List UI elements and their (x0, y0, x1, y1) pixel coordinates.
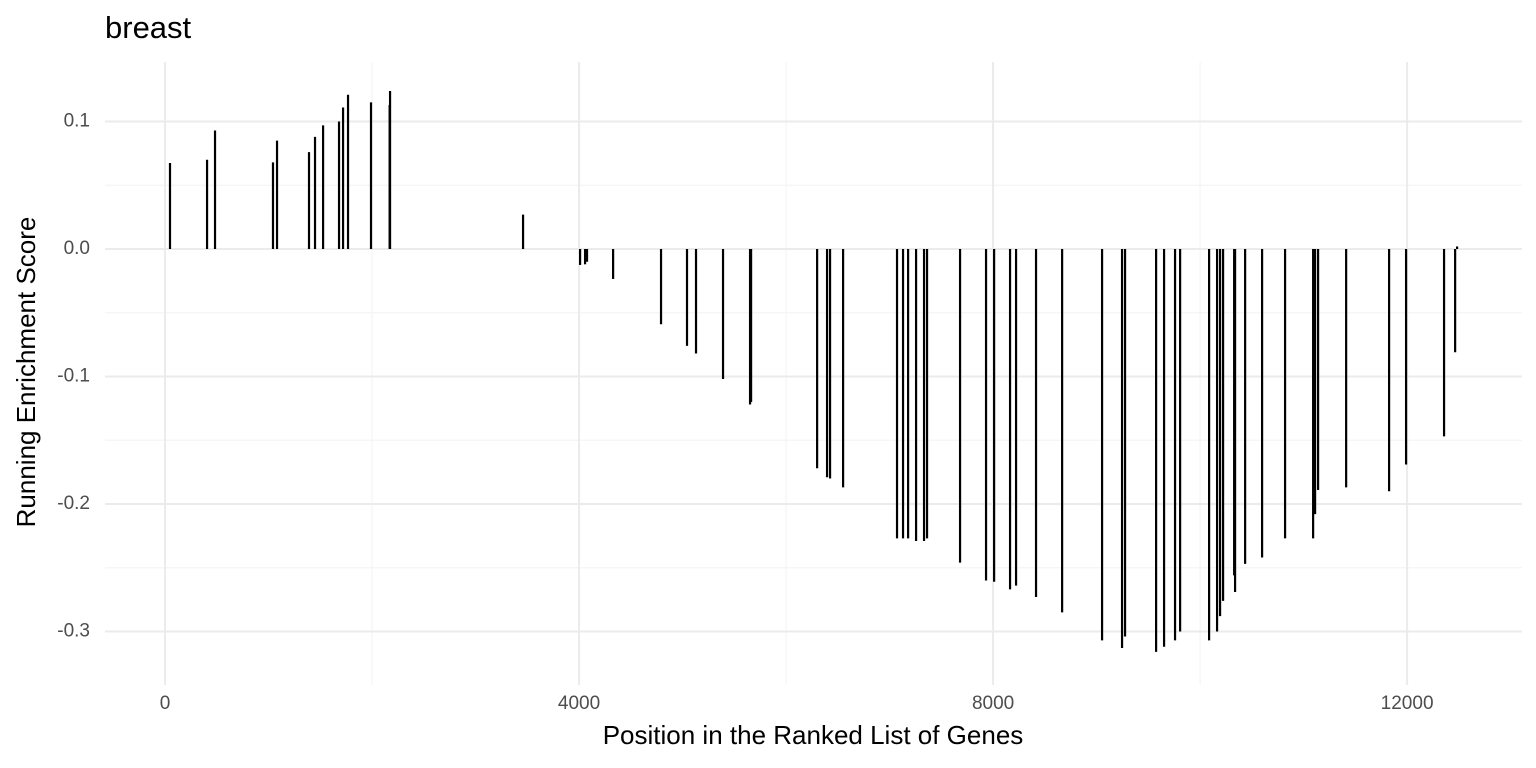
y-tick-label: -0.1 (57, 366, 90, 387)
x-tick-label: 12000 (1381, 693, 1434, 714)
y-tick-label: 0.1 (64, 111, 90, 132)
x-tick-label: 0 (160, 693, 171, 714)
y-tick-label: -0.3 (57, 620, 90, 641)
y-tick-label: -0.2 (57, 493, 90, 514)
x-axis-label: Position in the Ranked List of Genes (603, 720, 1024, 750)
x-tick-label: 8000 (972, 693, 1014, 714)
y-axis-label: Running Enrichment Score (11, 217, 41, 528)
x-tick-label: 4000 (558, 693, 600, 714)
y-tick-label: 0.0 (64, 238, 90, 259)
chart-title: breast (105, 10, 192, 45)
